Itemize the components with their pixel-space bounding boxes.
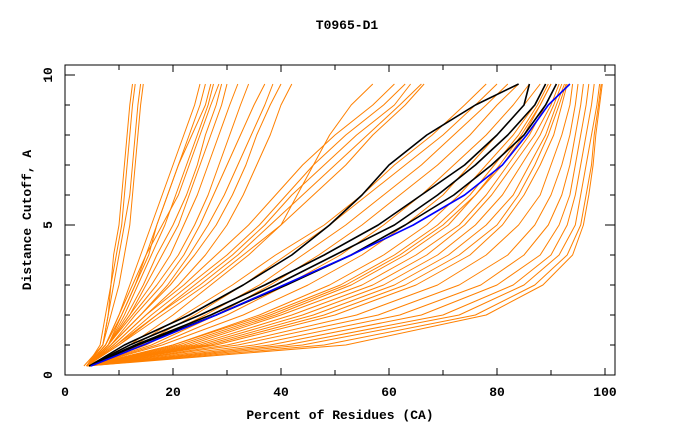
orange-series-41 [86,83,603,367]
orange-series-33 [86,83,568,367]
orange-series-3 [83,83,144,367]
orange-series-45 [86,83,563,367]
x-tick-label-100: 100 [593,385,617,400]
orange-series-22 [86,83,374,367]
orange-series-40 [86,83,602,367]
y-tick-label-10: 10 [41,67,56,83]
orange-series-30 [86,83,552,367]
orange-series-35 [86,83,579,367]
orange-series-10 [86,83,212,367]
black-series-2 [88,83,547,367]
orange-series-36 [86,83,584,367]
orange-series-46 [86,83,567,367]
orange-series-11 [86,83,239,367]
orange-series-43 [86,83,552,367]
y-tick-label-5: 5 [41,221,56,229]
orange-series-6 [86,83,214,367]
orange-series-15 [86,83,282,367]
y-axis-label: Distance Cutoff, A [20,150,35,291]
orange-series-20 [86,83,422,367]
plot-frame [64,64,616,376]
orange-series-2 [86,83,133,367]
orange-series-39 [86,83,601,367]
orange-series-19 [86,83,411,367]
black-series-0 [88,83,519,367]
orange-series-31 [86,83,560,367]
orange-series-18 [86,83,406,367]
blue-series-0 [90,83,571,367]
x-axis-label: Percent of Residues (CA) [246,408,433,423]
orange-series-1 [86,83,136,367]
x-tick-label-80: 80 [489,385,505,400]
orange-series-42 [86,83,549,367]
orange-series-12 [86,83,250,367]
y-tick-label-0: 0 [41,371,56,379]
orange-series-29 [86,83,547,367]
black-series-1 [88,83,531,367]
orange-series-34 [86,83,574,367]
orange-series-28 [86,83,541,367]
orange-series-13 [86,83,266,367]
x-tick-label-20: 20 [165,385,181,400]
orange-series-7 [86,83,220,367]
chart-title: T0965-D1 [316,18,379,33]
orange-series-27 [86,83,530,367]
orange-series-26 [86,83,519,367]
orange-series-17 [86,83,395,367]
x-tick-label-0: 0 [61,385,69,400]
plot-area [83,83,603,367]
orange-series-32 [86,83,565,367]
orange-series-37 [86,83,590,367]
x-tick-label-40: 40 [273,385,289,400]
x-tick-label-60: 60 [381,385,397,400]
axis-ticks: 0 20 40 60 80 100 0 5 10 [41,65,617,400]
orange-series-38 [86,83,595,367]
orange-series-8 [86,83,223,367]
